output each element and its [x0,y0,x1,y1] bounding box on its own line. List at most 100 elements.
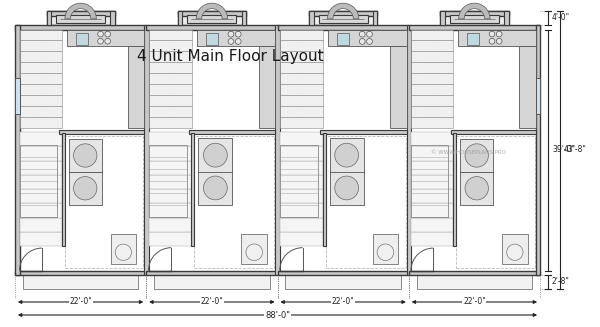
Bar [19,51,62,62]
Bar [59,130,144,134]
Bar [440,11,509,25]
Circle shape [489,38,495,44]
Circle shape [235,31,241,37]
Bar [19,232,62,247]
Wedge shape [65,3,97,19]
Bar [411,84,454,95]
Bar [411,145,448,217]
Text: 22'-0": 22'-0" [463,298,486,306]
Bar [280,29,323,41]
Bar [259,46,275,129]
Bar [241,11,246,25]
Bar [19,175,62,189]
Circle shape [489,31,495,37]
Bar [411,132,454,146]
Bar [47,11,51,25]
Bar [23,275,139,289]
Circle shape [465,144,488,167]
Circle shape [203,176,227,200]
Text: 22'-0": 22'-0" [69,298,92,306]
Bar [411,218,454,232]
Bar [149,29,191,41]
Bar [197,29,275,46]
Circle shape [335,176,359,200]
Bar [149,51,191,62]
Circle shape [228,39,234,44]
Bar [411,95,454,107]
Bar [19,218,62,232]
Bar [440,11,509,15]
Circle shape [377,244,394,261]
Bar [411,29,454,41]
Bar [504,11,509,25]
Bar [144,25,149,275]
Circle shape [507,244,523,260]
Bar [19,203,62,218]
Bar [149,95,191,107]
Text: 39'-0": 39'-0" [552,146,575,154]
Bar [68,172,102,205]
Bar [373,233,398,264]
Bar [280,117,323,129]
Bar [15,25,146,29]
Bar [536,78,540,114]
Bar [280,62,323,74]
Bar [411,146,454,161]
Bar [241,233,267,264]
Bar [440,11,445,25]
Bar [280,218,323,232]
Bar [309,11,377,15]
Bar [280,132,323,146]
Bar [286,275,401,289]
Bar [409,25,540,29]
Bar [19,41,62,51]
Text: 22'-0": 22'-0" [332,298,355,306]
Wedge shape [458,3,490,19]
Bar [411,74,454,84]
Circle shape [465,177,488,200]
Circle shape [359,39,365,44]
Circle shape [203,143,227,167]
Bar [146,25,277,29]
Bar [68,139,102,172]
Bar [450,15,499,23]
Bar [280,189,323,203]
Bar [411,189,454,203]
Bar [416,275,532,289]
Bar [275,25,280,275]
Bar [280,84,323,95]
Bar [56,15,105,23]
Circle shape [335,143,359,167]
Bar [187,15,236,23]
Circle shape [496,38,502,44]
Bar [328,29,407,46]
Bar [390,46,407,129]
Bar [460,139,493,172]
Bar [411,232,454,247]
Bar [15,270,146,275]
Bar [19,62,62,74]
Circle shape [496,31,502,37]
Bar [411,175,454,189]
Bar [319,15,368,23]
Bar [178,11,246,25]
Bar [149,74,191,84]
Text: 4'-0": 4'-0" [552,13,570,23]
Bar [19,95,62,107]
Bar [149,218,191,232]
Bar [409,270,540,275]
Bar [458,29,536,46]
Bar [280,175,323,189]
Bar [149,161,191,175]
Bar [206,33,218,45]
Bar [309,11,377,25]
Bar [19,132,62,146]
Bar [280,146,323,161]
Bar [19,84,62,95]
Text: 4 Unit Main Floor Layout: 4 Unit Main Floor Layout [137,49,323,64]
Bar [320,130,407,134]
Circle shape [228,31,234,37]
Bar [110,233,136,264]
Bar [411,41,454,51]
Bar [47,11,115,15]
